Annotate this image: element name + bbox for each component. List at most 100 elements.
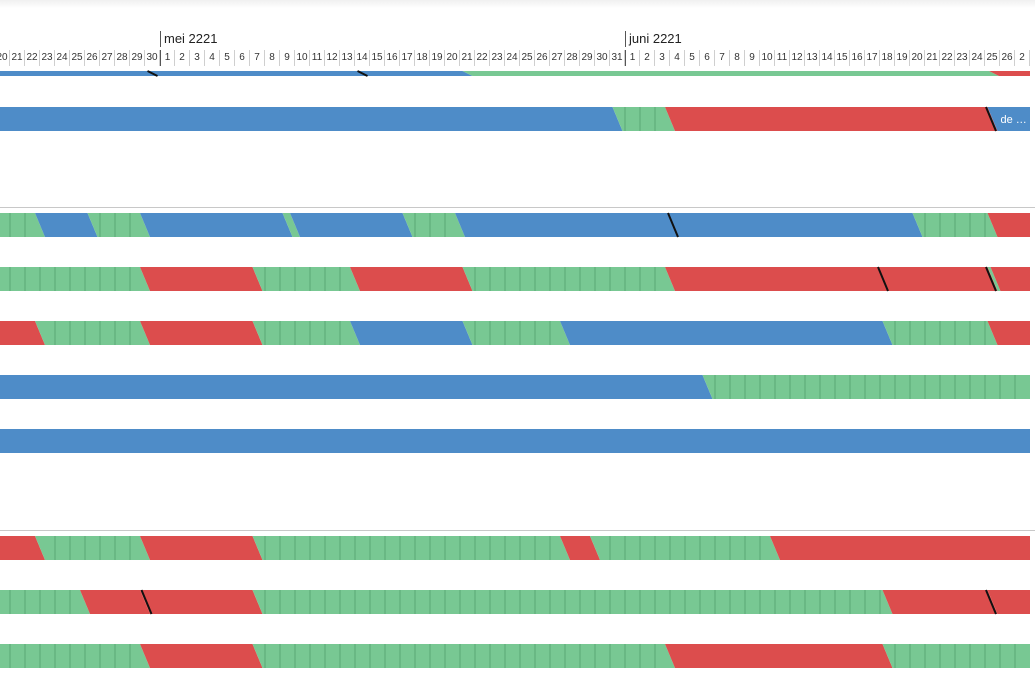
task-bar-red[interactable]	[770, 536, 1030, 560]
task-bar-red[interactable]	[350, 267, 473, 291]
task-bar-green[interactable]	[87, 213, 151, 237]
day-scale: 2021222324252627282930123456789101112131…	[0, 50, 1035, 66]
task-bar-red[interactable]	[989, 71, 1030, 76]
task-bar-red[interactable]	[882, 590, 998, 614]
task-bar-blue[interactable]	[987, 107, 1031, 131]
task-bar-blue[interactable]	[350, 321, 473, 345]
task-bar-red[interactable]	[0, 536, 45, 560]
task-bar-green[interactable]	[35, 536, 150, 560]
task-bar-green[interactable]	[252, 536, 571, 560]
day-cell: 6	[700, 50, 715, 66]
task-bar-green[interactable]	[0, 644, 150, 668]
task-bar-blue[interactable]	[455, 213, 923, 237]
task-bar-green[interactable]	[612, 107, 676, 131]
task-bar-green[interactable]	[252, 590, 893, 614]
day-cell: 20	[445, 50, 460, 66]
day-cell: 28	[115, 50, 130, 66]
day-cell: 12	[790, 50, 805, 66]
task-bar-green[interactable]	[252, 644, 676, 668]
milestone-mark	[985, 266, 997, 292]
task-bar-red[interactable]	[140, 267, 263, 291]
task-bar-blue[interactable]	[0, 107, 623, 131]
gantt-row: de …	[0, 106, 1031, 132]
task-bar-blue[interactable]	[0, 375, 713, 399]
day-cell: 21	[10, 50, 25, 66]
day-cell: 31	[610, 50, 625, 66]
day-cell: 24	[505, 50, 520, 66]
task-bar-green[interactable]	[462, 267, 676, 291]
task-bar-green[interactable]	[462, 321, 571, 345]
task-bar-red[interactable]	[665, 267, 998, 291]
task-bar-blue[interactable]	[560, 321, 893, 345]
day-cell: 26	[85, 50, 100, 66]
gantt-row	[0, 212, 1031, 238]
day-cell: 11	[310, 50, 325, 66]
task-bar-green[interactable]	[252, 267, 361, 291]
task-bar-red[interactable]	[987, 321, 1031, 345]
day-cell: 25	[70, 50, 85, 66]
day-cell: 23	[490, 50, 505, 66]
task-bar-red[interactable]	[140, 321, 263, 345]
task-bar-blue[interactable]	[140, 213, 293, 237]
task-bar-red[interactable]	[987, 213, 1031, 237]
day-cell: 21	[460, 50, 475, 66]
task-bar-green[interactable]	[0, 590, 90, 614]
day-cell: 1	[160, 50, 175, 66]
task-bar-green[interactable]	[462, 71, 1000, 76]
day-cell: 7	[250, 50, 265, 66]
task-bar-green[interactable]	[35, 321, 150, 345]
day-cell: 23	[40, 50, 55, 66]
task-bar-green[interactable]	[282, 213, 301, 237]
day-cell: 3	[655, 50, 670, 66]
group-separator	[0, 207, 1035, 208]
milestone-mark	[147, 70, 158, 77]
day-cell: 29	[130, 50, 145, 66]
task-bar-green[interactable]	[882, 644, 1031, 668]
day-cell: 28	[565, 50, 580, 66]
task-bar-green[interactable]	[0, 213, 45, 237]
day-cell: 21	[925, 50, 940, 66]
day-cell: 20	[910, 50, 925, 66]
task-bar-red[interactable]	[560, 536, 600, 560]
task-bar-red[interactable]	[140, 644, 263, 668]
gantt-row	[0, 536, 1030, 560]
task-bar-blue[interactable]	[35, 213, 98, 237]
task-bar-green[interactable]	[987, 267, 1001, 291]
day-cell: 1	[625, 50, 640, 66]
task-bar-red[interactable]	[665, 107, 998, 131]
gantt-row	[0, 70, 1030, 77]
task-bar-red[interactable]	[0, 321, 45, 345]
task-bar-green[interactable]	[252, 321, 361, 345]
day-cell: 19	[895, 50, 910, 66]
task-bar-red[interactable]	[990, 267, 1031, 291]
day-cell: 4	[205, 50, 220, 66]
task-bar-green[interactable]	[0, 267, 150, 291]
group-separator	[0, 530, 1035, 531]
task-bar-green[interactable]	[702, 375, 1031, 399]
task-bar-red[interactable]	[80, 590, 150, 614]
task-bar-red[interactable]	[140, 590, 263, 614]
day-cell: 24	[970, 50, 985, 66]
gantt-row	[0, 266, 1031, 292]
day-cell: 17	[865, 50, 880, 66]
gantt-row	[0, 589, 1031, 615]
task-bar-red[interactable]	[140, 536, 263, 560]
task-bar-blue[interactable]	[290, 213, 413, 237]
task-bar-blue[interactable]	[0, 71, 473, 76]
task-bar-green[interactable]	[402, 213, 466, 237]
task-bar-blue[interactable]	[0, 429, 1030, 453]
day-cell: 19	[430, 50, 445, 66]
day-cell: 13	[340, 50, 355, 66]
day-cell: 16	[385, 50, 400, 66]
task-bar-red[interactable]	[987, 590, 1031, 614]
day-cell: 14	[820, 50, 835, 66]
toolbar-shadow	[0, 0, 1035, 8]
gantt-row	[0, 375, 1030, 399]
day-cell: 20	[0, 50, 10, 66]
gantt-row	[0, 429, 1030, 453]
day-cell: 30	[145, 50, 160, 66]
task-bar-red[interactable]	[665, 644, 893, 668]
day-cell: 26	[1000, 50, 1015, 66]
milestone-mark	[357, 70, 368, 77]
day-cell: 26	[535, 50, 550, 66]
